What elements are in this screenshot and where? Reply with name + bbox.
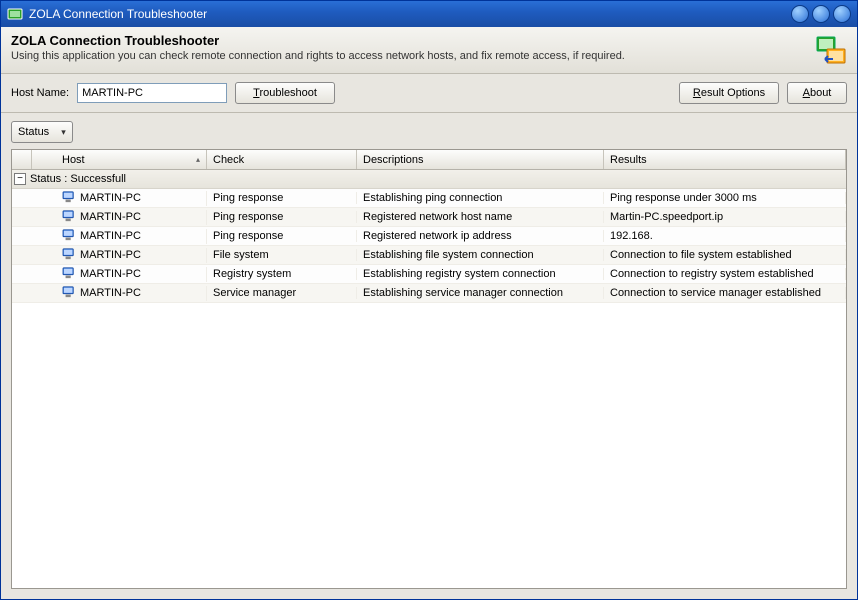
grid-body: − Status : Successfull MARTIN-PCPing res…	[12, 170, 846, 588]
col-host[interactable]: Host ▴	[32, 150, 207, 169]
page-subtitle: Using this application you can check rem…	[11, 50, 805, 62]
titlebar: ZOLA Connection Troubleshooter	[1, 1, 857, 27]
table-row[interactable]: MARTIN-PCRegistry systemEstablishing reg…	[12, 265, 846, 284]
troubleshoot-button[interactable]: Troubleshoot	[235, 82, 335, 104]
group-label: Status : Successfull	[30, 173, 126, 185]
row-description: Registered network host name	[357, 211, 604, 223]
close-button[interactable]	[833, 5, 851, 23]
status-dropdown[interactable]: Status ▾	[11, 121, 73, 143]
content-area: Status ▾ Host ▴ Check Descriptions Resul…	[1, 113, 857, 599]
col-results[interactable]: Results	[604, 150, 846, 169]
network-icon	[815, 35, 847, 67]
row-check: Service manager	[207, 287, 357, 299]
result-options-button[interactable]: Result Options	[679, 82, 779, 104]
row-check: Ping response	[207, 192, 357, 204]
row-host: MARTIN-PC	[32, 210, 207, 225]
row-host: MARTIN-PC	[32, 248, 207, 263]
row-results: Connection to service manager establishe…	[604, 287, 846, 299]
sort-asc-icon: ▴	[196, 155, 200, 164]
maximize-button[interactable]	[812, 5, 830, 23]
computer-icon	[62, 286, 76, 301]
about-button[interactable]: About	[787, 82, 847, 104]
group-row[interactable]: − Status : Successfull	[12, 170, 846, 189]
header-text: ZOLA Connection Troubleshooter Using thi…	[11, 33, 805, 62]
table-row[interactable]: MARTIN-PCPing responseEstablishing ping …	[12, 189, 846, 208]
app-window: ZOLA Connection Troubleshooter ZOLA Conn…	[0, 0, 858, 600]
row-description: Establishing file system connection	[357, 249, 604, 261]
row-check: Ping response	[207, 211, 357, 223]
row-check: File system	[207, 249, 357, 261]
header-band: ZOLA Connection Troubleshooter Using thi…	[1, 27, 857, 74]
toolbar: Host Name: Troubleshoot Result Options A…	[1, 74, 857, 113]
col-descriptions[interactable]: Descriptions	[357, 150, 604, 169]
computer-icon	[62, 229, 76, 244]
computer-icon	[62, 267, 76, 282]
window-buttons	[791, 5, 851, 23]
row-check: Registry system	[207, 268, 357, 280]
row-results: Connection to registry system establishe…	[604, 268, 846, 280]
row-results: Connection to file system established	[604, 249, 846, 261]
row-results: 192.168.	[604, 230, 846, 242]
table-row[interactable]: MARTIN-PCPing responseRegistered network…	[12, 208, 846, 227]
table-row[interactable]: MARTIN-PCFile systemEstablishing file sy…	[12, 246, 846, 265]
row-host: MARTIN-PC	[32, 229, 207, 244]
table-row[interactable]: MARTIN-PCPing responseRegistered network…	[12, 227, 846, 246]
hostname-input[interactable]	[77, 83, 227, 103]
row-results: Ping response under 3000 ms	[604, 192, 846, 204]
row-check: Ping response	[207, 230, 357, 242]
rows-container: MARTIN-PCPing responseEstablishing ping …	[12, 189, 846, 303]
col-check[interactable]: Check	[207, 150, 357, 169]
computer-icon	[62, 191, 76, 206]
row-results: Martin-PC.speedport.ip	[604, 211, 846, 223]
minimize-button[interactable]	[791, 5, 809, 23]
computer-icon	[62, 210, 76, 225]
col-gutter[interactable]	[12, 150, 32, 169]
row-description: Establishing ping connection	[357, 192, 604, 204]
grid-header: Host ▴ Check Descriptions Results	[12, 150, 846, 170]
table-row[interactable]: MARTIN-PCService managerEstablishing ser…	[12, 284, 846, 303]
chevron-down-icon: ▾	[61, 127, 66, 138]
page-title: ZOLA Connection Troubleshooter	[11, 33, 805, 48]
row-description: Establishing service manager connection	[357, 287, 604, 299]
status-dropdown-label: Status	[18, 126, 49, 138]
row-host: MARTIN-PC	[32, 286, 207, 301]
collapse-icon[interactable]: −	[14, 173, 26, 185]
row-host: MARTIN-PC	[32, 267, 207, 282]
hostname-label: Host Name:	[11, 87, 69, 99]
row-description: Registered network ip address	[357, 230, 604, 242]
computer-icon	[62, 248, 76, 263]
results-grid: Host ▴ Check Descriptions Results − Stat…	[11, 149, 847, 589]
app-icon	[7, 6, 23, 22]
row-description: Establishing registry system connection	[357, 268, 604, 280]
row-host: MARTIN-PC	[32, 191, 207, 206]
window-title: ZOLA Connection Troubleshooter	[29, 7, 791, 21]
